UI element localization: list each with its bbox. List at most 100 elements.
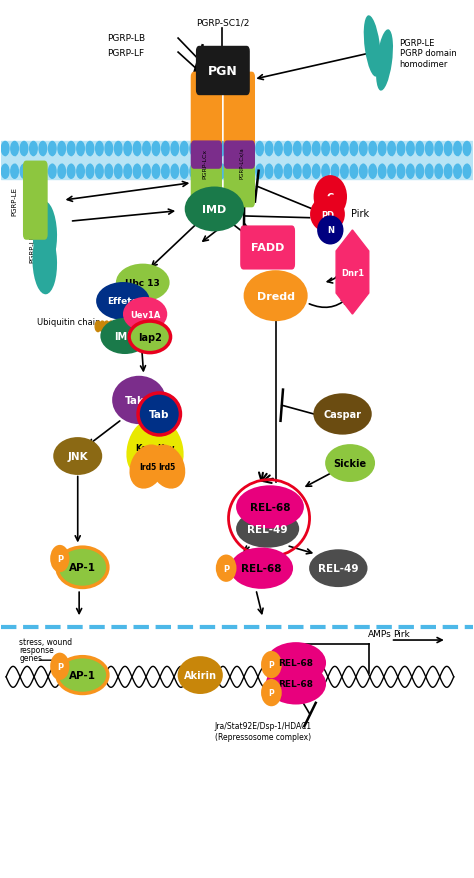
Circle shape — [1, 165, 9, 179]
Text: response: response — [19, 645, 54, 654]
Ellipse shape — [124, 299, 166, 330]
FancyBboxPatch shape — [225, 142, 254, 169]
Circle shape — [39, 165, 46, 179]
Ellipse shape — [150, 422, 182, 473]
Circle shape — [199, 142, 207, 156]
Circle shape — [228, 142, 235, 156]
Text: P: P — [223, 564, 229, 573]
Circle shape — [105, 142, 113, 156]
Circle shape — [331, 165, 339, 179]
Circle shape — [397, 165, 405, 179]
Circle shape — [67, 142, 75, 156]
Text: P: P — [269, 660, 274, 669]
Circle shape — [100, 321, 105, 332]
Circle shape — [322, 165, 329, 179]
Ellipse shape — [32, 229, 57, 295]
Circle shape — [124, 165, 131, 179]
Text: Uev1A: Uev1A — [130, 310, 160, 320]
Text: Ird5: Ird5 — [159, 463, 176, 471]
Text: AP-1: AP-1 — [69, 670, 96, 680]
Text: Sickie: Sickie — [334, 458, 367, 469]
Circle shape — [39, 142, 46, 156]
Ellipse shape — [237, 512, 298, 547]
Ellipse shape — [114, 378, 164, 423]
Circle shape — [397, 142, 405, 156]
Circle shape — [293, 165, 301, 179]
Circle shape — [359, 142, 367, 156]
Circle shape — [228, 165, 235, 179]
Ellipse shape — [267, 644, 325, 682]
Bar — [1, 141, 473, 180]
Ellipse shape — [311, 198, 344, 232]
Circle shape — [341, 165, 348, 179]
Circle shape — [369, 142, 376, 156]
Circle shape — [113, 321, 118, 332]
Circle shape — [209, 165, 216, 179]
Circle shape — [218, 165, 226, 179]
Text: Effete: Effete — [108, 297, 138, 306]
Circle shape — [284, 142, 292, 156]
Circle shape — [265, 165, 273, 179]
Text: Key: Key — [157, 443, 175, 452]
Ellipse shape — [98, 284, 148, 319]
Circle shape — [48, 165, 56, 179]
Text: C: C — [327, 192, 334, 203]
Text: PGRP-LB: PGRP-LB — [108, 33, 146, 43]
Circle shape — [162, 165, 169, 179]
Circle shape — [322, 142, 329, 156]
Text: P: P — [57, 554, 63, 564]
Circle shape — [293, 142, 301, 156]
FancyBboxPatch shape — [225, 74, 254, 148]
Text: P: P — [57, 662, 63, 671]
Text: Ubc 13: Ubc 13 — [126, 278, 160, 288]
Ellipse shape — [128, 422, 160, 473]
Text: AP-1: AP-1 — [69, 563, 96, 572]
Ellipse shape — [267, 665, 325, 703]
Text: PGRP-LCx/a: PGRP-LCx/a — [239, 148, 244, 179]
Circle shape — [108, 321, 114, 332]
Text: REL-68: REL-68 — [278, 680, 313, 688]
Circle shape — [77, 165, 84, 179]
Circle shape — [284, 165, 292, 179]
Text: Ubiquitin chain: Ubiquitin chain — [36, 318, 100, 327]
Circle shape — [48, 142, 56, 156]
Text: IMD: IMD — [114, 332, 136, 342]
Ellipse shape — [52, 654, 68, 679]
Ellipse shape — [129, 321, 171, 353]
Circle shape — [86, 142, 94, 156]
Circle shape — [162, 142, 169, 156]
Circle shape — [416, 165, 424, 179]
Circle shape — [275, 165, 282, 179]
Text: AMPs: AMPs — [368, 630, 392, 638]
Ellipse shape — [319, 218, 342, 244]
Circle shape — [388, 165, 395, 179]
Circle shape — [275, 142, 282, 156]
Circle shape — [209, 142, 216, 156]
Circle shape — [369, 165, 376, 179]
Ellipse shape — [32, 201, 57, 267]
Ellipse shape — [138, 393, 181, 435]
Text: REL-49: REL-49 — [318, 564, 358, 573]
Circle shape — [303, 142, 310, 156]
Circle shape — [67, 165, 75, 179]
Text: Key: Key — [135, 443, 153, 452]
Ellipse shape — [186, 189, 243, 231]
Circle shape — [426, 165, 433, 179]
Text: Akirin: Akirin — [184, 670, 217, 680]
Circle shape — [378, 165, 386, 179]
Text: Ird5: Ird5 — [139, 463, 156, 471]
FancyBboxPatch shape — [241, 227, 294, 270]
Circle shape — [237, 142, 245, 156]
Ellipse shape — [315, 395, 370, 434]
Circle shape — [115, 165, 122, 179]
FancyBboxPatch shape — [197, 47, 249, 95]
Circle shape — [143, 165, 150, 179]
Circle shape — [426, 142, 433, 156]
Text: (Repressosome complex): (Repressosome complex) — [215, 732, 311, 741]
Text: REL-68: REL-68 — [278, 658, 313, 667]
Circle shape — [171, 142, 179, 156]
Ellipse shape — [52, 547, 68, 572]
Ellipse shape — [151, 446, 184, 487]
Circle shape — [463, 165, 471, 179]
Circle shape — [312, 142, 320, 156]
